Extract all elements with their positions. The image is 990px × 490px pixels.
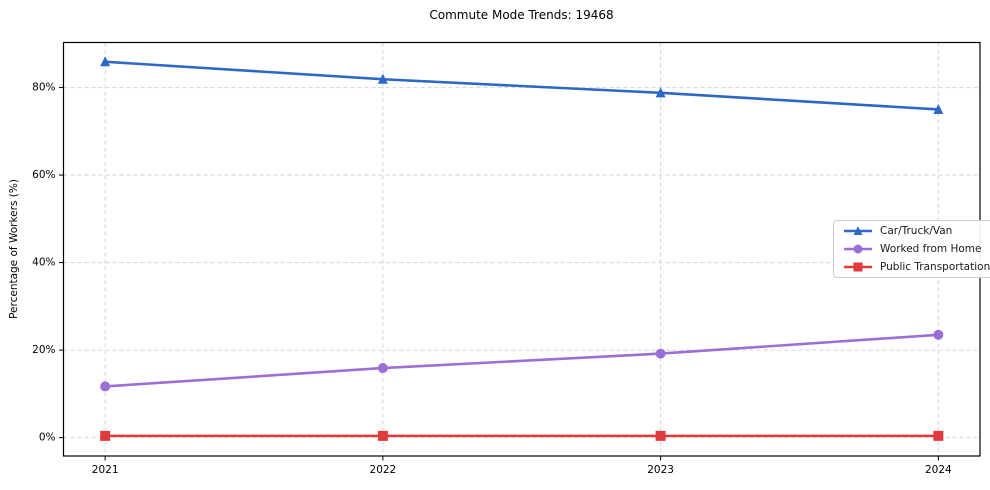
y-tick-label: 80% — [32, 82, 55, 94]
legend-label: Worked from Home — [880, 242, 982, 255]
x-tick-label: 2023 — [647, 464, 674, 476]
circle-marker — [377, 363, 388, 374]
square-marker — [853, 262, 863, 272]
legend-line-triangle-icon — [844, 226, 872, 235]
triangle-marker — [933, 103, 944, 114]
x-tick-label: 2022 — [370, 464, 397, 476]
triangle-marker — [853, 226, 863, 235]
y-tick-label: 40% — [32, 257, 55, 269]
circle-marker — [933, 329, 944, 340]
x-tick-label: 2024 — [925, 464, 952, 476]
legend-line-circle-icon — [844, 244, 872, 254]
series-line — [103, 333, 940, 388]
legend-label: Car/Truck/Van — [880, 224, 953, 237]
square-marker — [100, 430, 111, 441]
circle-marker — [655, 348, 666, 359]
triangle-marker — [100, 56, 111, 67]
y-tick-label: 0% — [39, 432, 56, 444]
legend-item: Worked from Home — [842, 242, 990, 256]
triangle-marker — [655, 87, 666, 98]
legend-item: Car/Truck/Van — [842, 224, 990, 238]
legend-line-square-icon — [844, 262, 872, 272]
legend: Car/Truck/Van Worked from Home Public Tr… — [833, 220, 990, 278]
legend-label: Public Transportation — [880, 260, 990, 273]
chart-title: Commute Mode Trends: 19468 — [429, 8, 614, 22]
x-tick-label: 2021 — [92, 464, 119, 476]
square-marker — [377, 430, 388, 441]
circle-marker — [853, 244, 863, 254]
series-line — [103, 60, 940, 111]
y-tick-label: 60% — [32, 169, 55, 181]
square-marker — [933, 430, 944, 441]
triangle-marker — [377, 73, 388, 84]
circle-marker — [100, 381, 111, 392]
legend-item: Public Transportation — [842, 260, 990, 274]
square-marker — [655, 430, 666, 441]
y-tick-label: 20% — [32, 344, 55, 356]
